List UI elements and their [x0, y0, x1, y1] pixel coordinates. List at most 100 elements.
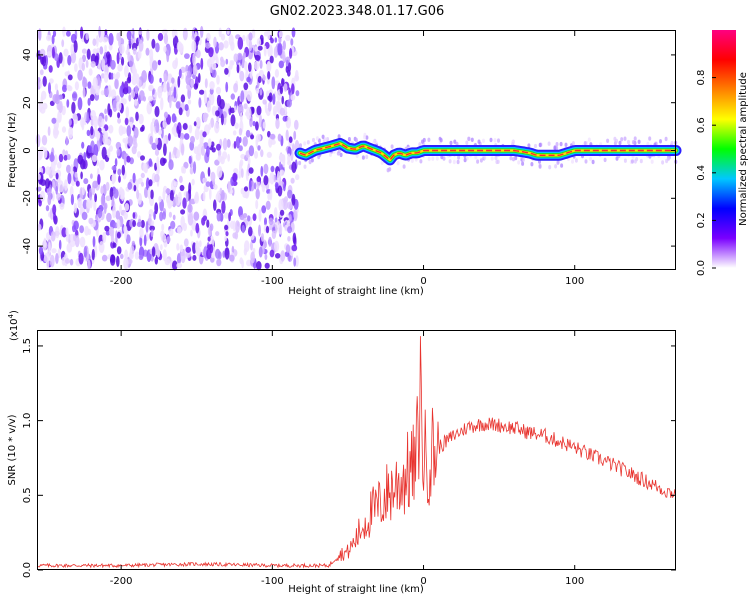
noise-cell	[94, 193, 97, 203]
noise-cell	[189, 141, 195, 151]
noise-cell	[274, 240, 280, 253]
noise-cell	[110, 59, 116, 70]
noise-cell	[246, 76, 251, 83]
noise-cell	[154, 106, 160, 118]
noise-cell	[66, 243, 73, 253]
noise-cell	[180, 215, 185, 229]
snr-multiplier-base: (x10	[9, 318, 20, 341]
spectrogram-x-tick-label: -100	[261, 276, 284, 287]
noise-cell	[182, 27, 188, 41]
noise-cell	[121, 126, 127, 135]
noise-cell	[233, 53, 239, 62]
signal-halo-cell	[390, 144, 394, 149]
noise-cell	[269, 133, 276, 140]
noise-cell	[224, 224, 229, 231]
noise-cell	[149, 225, 155, 231]
noise-cell	[74, 171, 78, 178]
noise-cell	[43, 147, 48, 159]
signal-halo-cell	[584, 159, 588, 164]
signal-halo-cell	[490, 156, 494, 161]
noise-cell	[225, 81, 229, 93]
noise-cell	[279, 209, 285, 216]
noise-cell	[112, 205, 117, 219]
signal-halo-cell	[410, 158, 414, 163]
noise-cell	[246, 90, 253, 102]
noise-cell	[108, 226, 115, 237]
noise-cell	[166, 49, 170, 63]
noise-cell	[211, 62, 217, 70]
noise-cell	[263, 163, 269, 175]
noise-cell	[195, 222, 200, 234]
noise-cell	[67, 172, 72, 185]
noise-cell	[148, 85, 152, 92]
noise-cell	[259, 59, 263, 69]
noise-cell	[273, 46, 278, 58]
noise-cell	[194, 127, 200, 140]
noise-cell	[271, 76, 276, 90]
noise-cell	[87, 259, 91, 271]
signal-halo-cell	[396, 161, 400, 166]
noise-cell	[200, 57, 204, 70]
noise-cell	[90, 173, 93, 179]
noise-cell	[93, 144, 99, 157]
spectrogram-x-tick-label: 0	[420, 276, 426, 287]
noise-cell	[256, 133, 261, 143]
signal-halo-cell	[618, 140, 622, 146]
noise-cell	[268, 217, 274, 226]
noise-cell	[63, 48, 69, 57]
noise-cell	[100, 194, 105, 207]
spectrogram-x-tick-label: 100	[565, 276, 584, 287]
noise-cell	[124, 228, 127, 241]
noise-cell	[248, 145, 255, 157]
noise-cell	[267, 71, 271, 80]
spectrogram-y-tick-label: 20	[22, 96, 33, 109]
noise-cell	[224, 235, 227, 242]
noise-cell	[62, 149, 66, 156]
noise-cell	[244, 240, 250, 253]
signal-halo-cell	[587, 137, 591, 142]
noise-cell	[104, 108, 107, 115]
noise-cell	[66, 154, 71, 160]
noise-cell	[218, 42, 224, 51]
noise-cell	[61, 126, 67, 133]
noise-cell	[211, 147, 216, 153]
noise-cell	[225, 231, 229, 237]
noise-cell	[276, 101, 282, 114]
noise-cell	[269, 249, 275, 258]
noise-cell	[92, 236, 96, 248]
noise-cell	[77, 197, 83, 208]
noise-cell	[195, 116, 201, 127]
noise-cell	[185, 246, 192, 253]
noise-cell	[190, 78, 195, 88]
noise-cell	[116, 231, 121, 239]
noise-cell	[52, 30, 57, 37]
snr-x-tick-label: 100	[565, 576, 584, 587]
signal-halo-cell	[355, 153, 359, 158]
noise-cell	[182, 197, 187, 209]
noise-cell	[288, 62, 292, 72]
signal-halo-cell	[661, 160, 665, 165]
noise-cell	[55, 253, 59, 264]
noise-cell	[119, 204, 122, 213]
noise-cell	[216, 258, 222, 267]
signal-halo-cell	[439, 138, 443, 143]
noise-cell	[206, 32, 211, 42]
noise-cell	[160, 244, 163, 251]
noise-cell	[273, 207, 278, 219]
noise-cell	[51, 191, 55, 202]
noise-cell	[248, 62, 252, 72]
noise-cell	[124, 65, 129, 78]
noise-cell	[236, 52, 243, 61]
noise-cell	[141, 124, 145, 132]
noise-cell	[207, 236, 211, 242]
noise-cell	[159, 77, 162, 83]
noise-cell	[108, 32, 114, 46]
noise-cell	[102, 231, 107, 244]
noise-cell	[145, 47, 150, 56]
noise-cell	[157, 32, 164, 42]
noise-cell	[118, 36, 122, 48]
signal-halo-cell	[553, 146, 557, 151]
noise-cell	[287, 226, 293, 234]
signal-halo-cell	[548, 165, 552, 170]
noise-cell	[291, 143, 295, 152]
